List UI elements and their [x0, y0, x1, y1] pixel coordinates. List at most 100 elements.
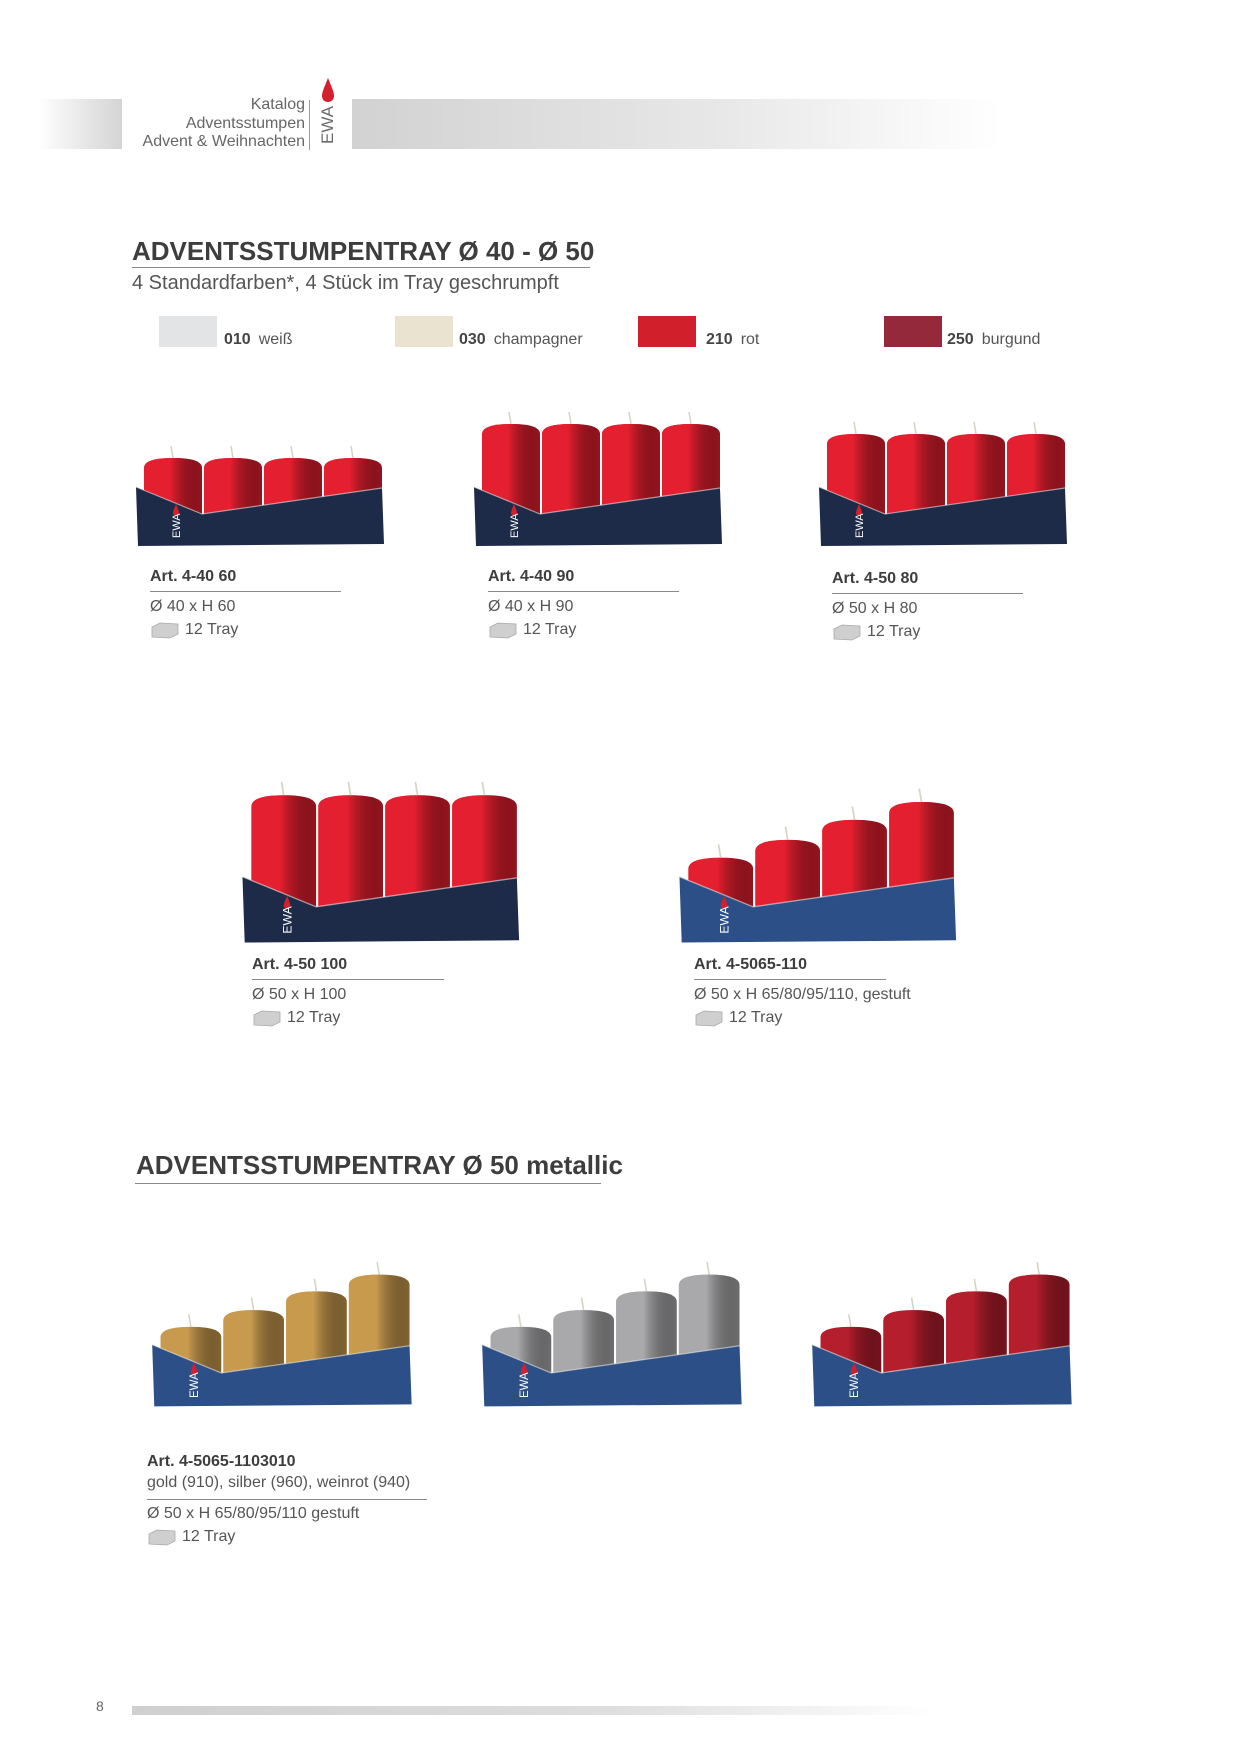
swatch-name: weiß	[258, 331, 293, 348]
product-art-4-5065-1103010: Art. 4-5065-1103010	[147, 1453, 296, 1470]
candle-shading	[755, 839, 820, 914]
swatch-rot	[638, 316, 696, 347]
swatch-code: 210	[706, 331, 733, 348]
tray-logo-flame	[190, 1362, 198, 1376]
candle-wick	[580, 1297, 585, 1311]
ewa-logo-text: EWA	[318, 105, 337, 144]
tray-box	[152, 1344, 412, 1407]
product-rule	[694, 979, 886, 980]
candle-wick	[910, 1297, 915, 1311]
product-image-4-50-100: EWA	[242, 781, 520, 943]
candle-wick	[508, 411, 512, 425]
tray-logo-flame	[173, 504, 179, 516]
tray-logo-text: EWA	[281, 905, 295, 933]
product-colors-line: gold (910), silber (960), weinrot (940)	[147, 1474, 411, 1491]
swatch-code: 250	[947, 331, 974, 348]
product-dims: Ø 50 x H 80	[832, 600, 918, 617]
tray-logo-flame	[520, 1362, 528, 1376]
swatch-name: rot	[740, 331, 760, 348]
product-dims: Ø 50 x H 65/80/95/110, gestuft	[694, 986, 911, 1003]
candle-wick	[1033, 421, 1037, 435]
candle-wick	[853, 421, 857, 435]
product-tray: 12 Tray	[832, 623, 920, 641]
candle-wick	[568, 411, 572, 425]
product-image-metallic-gold: EWA	[151, 1261, 412, 1407]
candle-shading	[385, 795, 450, 914]
tray-logo-text: EWA	[509, 513, 521, 538]
tray-edge	[473, 486, 721, 515]
product-rule	[147, 1499, 427, 1500]
candle-wick	[313, 1278, 318, 1292]
tray-box	[819, 487, 1067, 546]
product-tray: 12 Tray	[488, 621, 576, 639]
tray-count: 12 Tray	[523, 621, 577, 638]
footer-bar	[132, 1706, 932, 1715]
candle-shading	[223, 1310, 284, 1380]
candle-shading	[204, 458, 262, 520]
section1-subtitle: 4 Standardfarben*, 4 Stück im Tray gesch…	[132, 272, 559, 294]
tray-icon	[489, 622, 517, 639]
swatch-label-burgund: 250 burgund	[947, 331, 1040, 349]
candle-wick	[913, 421, 917, 435]
ewa-logo: EWA	[318, 78, 337, 144]
candle-wick	[784, 826, 789, 841]
tray-logo-flame	[720, 895, 728, 910]
candle-wick	[848, 1314, 852, 1328]
tray-box	[679, 876, 957, 943]
section2-title-rule	[135, 1183, 601, 1184]
tray-box	[136, 487, 384, 546]
tray-edge	[481, 1344, 740, 1374]
tray-logo-flame	[856, 504, 862, 516]
candle-wick	[250, 1297, 255, 1311]
tray-count: 12 Tray	[729, 1009, 783, 1026]
tray-count: 12 Tray	[867, 623, 921, 640]
product-image-4-5065-110: EWA	[679, 788, 957, 943]
tray-icon	[148, 1529, 176, 1546]
tray-logo-flame	[850, 1362, 858, 1376]
tray-logo-text: EWA	[519, 1372, 531, 1398]
product-art-4-50-80: Art. 4-50 80	[832, 570, 919, 587]
product-art-4-50-100: Art. 4-50 100	[252, 956, 348, 973]
candle-shading	[318, 795, 383, 914]
product-image-4-40-60: EWA	[135, 445, 384, 546]
header-line-adventsstumpen: Adventsstumpen	[185, 114, 305, 132]
product-rule	[150, 591, 341, 592]
section1-title: ADVENTSSTUMPENTRAY Ø 40 - Ø 50	[132, 236, 595, 266]
product-art-4-5065-110: Art. 4-5065-110	[694, 956, 807, 973]
candle-shading	[883, 1310, 944, 1380]
tray-logo-text: EWA	[849, 1372, 861, 1398]
swatch-name: burgund	[981, 331, 1041, 348]
product-dims: Ø 50 x H 100	[252, 986, 347, 1003]
product-image-metallic-silber: EWA	[481, 1261, 742, 1407]
tray-logo-text: EWA	[854, 513, 866, 538]
product-dims: Ø 40 x H 90	[488, 598, 574, 615]
candle-wick	[230, 445, 234, 459]
candle-wick	[481, 781, 486, 796]
tray-logo-text: EWA	[189, 1372, 201, 1398]
swatch-label-champagner: 030 champagner	[459, 331, 583, 349]
candle-wick	[628, 411, 632, 425]
swatch-name: champagner	[493, 331, 583, 348]
tray-icon	[253, 1010, 281, 1027]
tray-edge	[818, 486, 1066, 515]
tray-logo-text: EWA	[718, 905, 732, 933]
candle-wick	[290, 445, 294, 459]
product-dims: Ø 50 x H 65/80/95/110 gestuft	[147, 1505, 360, 1522]
product-rule	[832, 593, 1023, 594]
candle-wick	[973, 421, 977, 435]
product-rule	[252, 979, 444, 980]
candle-wick	[376, 1261, 380, 1275]
tray-edge	[135, 486, 383, 515]
tray-edge	[242, 876, 517, 908]
page-number: 8	[96, 1698, 104, 1714]
candle-shading	[602, 424, 660, 520]
tray-icon	[151, 622, 179, 639]
candle-wick	[170, 445, 174, 459]
product-tray: 12 Tray	[147, 1528, 235, 1546]
candle-wick	[851, 806, 856, 820]
swatch-champagner	[395, 316, 453, 347]
candle-wick	[643, 1278, 648, 1292]
candle-shading	[542, 424, 600, 520]
section1-title-rule	[132, 267, 590, 268]
header-bar-left	[38, 99, 122, 149]
